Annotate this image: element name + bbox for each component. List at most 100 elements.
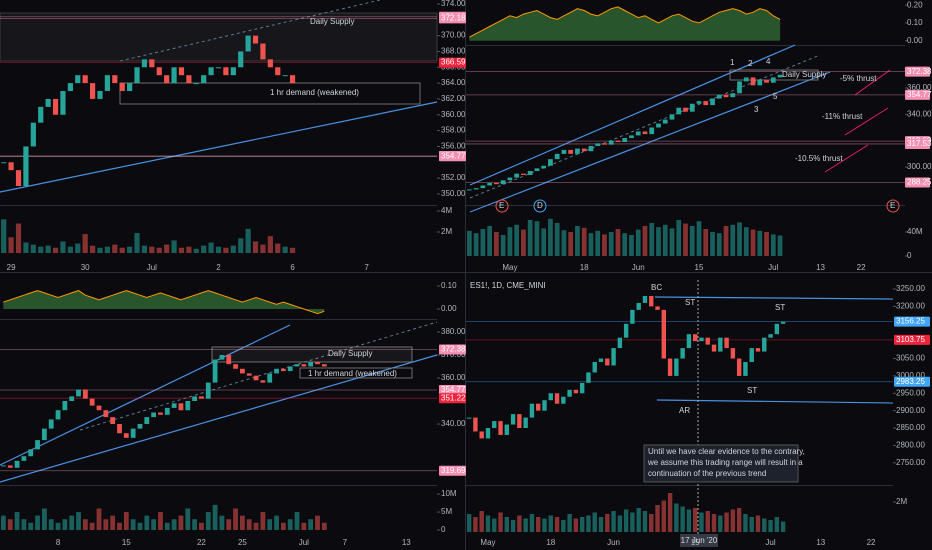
y-tick-label: 364.00 <box>441 78 466 87</box>
y-tick-label: 358.00 <box>441 126 466 135</box>
volume-bar <box>510 520 516 532</box>
candle <box>541 165 547 169</box>
candle <box>134 67 140 84</box>
candle <box>598 358 604 362</box>
annotation: 1 <box>730 58 735 67</box>
volume-bar <box>156 247 162 253</box>
candle <box>28 449 34 457</box>
candle <box>171 67 177 84</box>
volume-bar <box>103 519 109 530</box>
volume-bar <box>667 493 673 532</box>
volume-bar <box>757 230 763 256</box>
candle <box>542 400 547 411</box>
volume-bar <box>275 243 281 253</box>
y-tick-label: 340.00 <box>441 419 466 428</box>
x-tick-label: 6 <box>290 263 295 272</box>
volume-bar <box>504 517 510 532</box>
candle <box>517 414 522 429</box>
volume-bar <box>1 515 6 530</box>
volume-bar <box>315 515 320 530</box>
volume-bar <box>201 245 207 253</box>
volume-bar <box>554 223 560 256</box>
candle <box>289 75 296 84</box>
candle <box>523 417 528 429</box>
candle <box>308 361 314 367</box>
candle <box>223 67 229 76</box>
volume-bar <box>617 515 623 532</box>
candle <box>267 59 273 68</box>
x-tick-label: 13 <box>816 263 825 272</box>
candle <box>14 460 20 468</box>
candle <box>294 364 300 367</box>
y-tick-label: 340.00 <box>907 109 932 118</box>
note-line: we assume this trading range will result… <box>647 458 803 467</box>
candle <box>575 148 580 154</box>
candle <box>586 372 591 383</box>
candle <box>112 75 118 84</box>
y-tick-label: 2950.00 <box>896 388 925 397</box>
candle <box>230 67 236 76</box>
candle <box>97 91 103 99</box>
candle <box>696 101 702 104</box>
candle <box>466 417 472 419</box>
indicator-line <box>3 290 325 315</box>
price-tag-label: 288.25 <box>907 178 932 187</box>
volume-bar <box>280 522 286 530</box>
candle <box>201 75 207 84</box>
volume-bar <box>494 232 499 256</box>
annotation: Daily Supply <box>328 349 372 358</box>
volume-bar <box>96 508 102 530</box>
volume-bar <box>661 500 666 532</box>
price-tag <box>439 57 466 68</box>
candle <box>103 410 109 418</box>
annotation: AR <box>679 406 690 415</box>
volume-bar <box>686 509 692 532</box>
volume-bar <box>710 232 715 256</box>
candle <box>611 348 616 366</box>
volume-bar <box>89 522 95 530</box>
volume-bar <box>529 514 535 532</box>
candle <box>548 393 553 401</box>
volume-bar <box>774 517 780 532</box>
candle <box>757 80 763 86</box>
volume-bar <box>696 221 702 256</box>
candle <box>52 98 59 115</box>
x-tick-label: 15 <box>122 538 131 547</box>
volume-bar <box>8 237 14 253</box>
candle <box>137 424 143 429</box>
candle <box>510 414 516 425</box>
annotation: BC <box>651 283 662 292</box>
candle <box>246 373 252 376</box>
candle <box>301 364 307 367</box>
candle <box>178 67 185 76</box>
x-tick-label: 18 <box>546 538 555 547</box>
candle <box>55 410 61 420</box>
candle <box>193 83 199 85</box>
volume-bar <box>487 226 493 256</box>
candle <box>1 162 7 164</box>
candle <box>737 81 742 94</box>
volume-bar <box>636 508 641 532</box>
volume-bar <box>473 233 479 256</box>
volume-bar <box>308 519 314 530</box>
y-tick-label: 368.00 <box>441 47 466 56</box>
candle <box>267 373 273 383</box>
annotation: 5 <box>773 92 778 101</box>
price-tag <box>894 376 930 387</box>
candle <box>245 35 251 52</box>
volume-bar <box>226 519 232 530</box>
candle <box>743 362 748 376</box>
volume-bar <box>689 226 695 256</box>
candle <box>287 366 293 372</box>
volume-bar <box>567 514 572 532</box>
volume-bar <box>67 246 73 253</box>
candle <box>724 337 729 349</box>
candle <box>192 396 197 402</box>
candle <box>730 93 736 98</box>
candle <box>110 417 116 425</box>
volume-bar <box>62 519 68 530</box>
candle <box>770 77 776 83</box>
price-tag <box>905 177 930 188</box>
y-tick-label: 3050.00 <box>896 354 925 363</box>
volume-bar <box>48 519 54 530</box>
